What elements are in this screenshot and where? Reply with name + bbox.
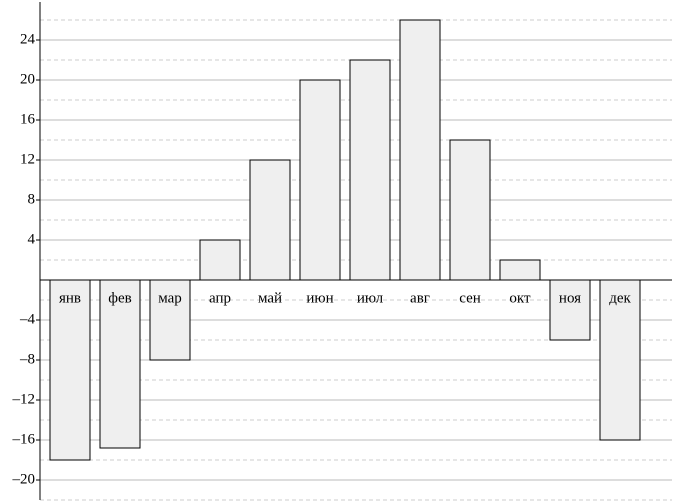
y-tick-label: 12 bbox=[20, 151, 35, 167]
bar bbox=[349, 59, 391, 281]
x-tick-label: мар bbox=[158, 290, 182, 306]
x-tick-label: сен bbox=[459, 290, 481, 306]
x-tick-label: янв bbox=[59, 290, 81, 306]
x-tick-label: апр bbox=[209, 290, 231, 306]
y-tick-label: 4 bbox=[28, 231, 36, 247]
bar bbox=[499, 259, 541, 281]
y-tick-label: –20 bbox=[12, 471, 36, 487]
bar bbox=[449, 139, 491, 281]
y-tick-label: –12 bbox=[12, 391, 36, 407]
y-tick-label: –8 bbox=[19, 351, 35, 367]
x-tick-label: июл bbox=[357, 290, 384, 306]
y-tick-label: 24 bbox=[20, 31, 36, 47]
x-tick-label: ноя bbox=[559, 290, 581, 306]
bar bbox=[599, 279, 641, 441]
bar bbox=[299, 79, 341, 281]
y-tick-label: 16 bbox=[20, 111, 36, 127]
x-tick-label: июн bbox=[306, 290, 333, 306]
bar bbox=[399, 19, 441, 281]
bar bbox=[249, 159, 291, 281]
x-tick-label: авг bbox=[410, 290, 430, 306]
bar bbox=[549, 279, 591, 341]
y-tick-label: 8 bbox=[28, 191, 36, 207]
x-tick-label: май bbox=[258, 290, 282, 306]
x-tick-label: дек bbox=[609, 290, 631, 306]
y-tick-label: –4 bbox=[19, 311, 36, 327]
bar bbox=[149, 279, 191, 361]
bar bbox=[49, 279, 91, 461]
x-tick-label: окт bbox=[509, 290, 531, 306]
bar bbox=[199, 239, 241, 281]
y-tick-label: –16 bbox=[12, 431, 36, 447]
y-tick-label: 20 bbox=[20, 71, 35, 87]
x-tick-label: фев bbox=[108, 290, 131, 306]
